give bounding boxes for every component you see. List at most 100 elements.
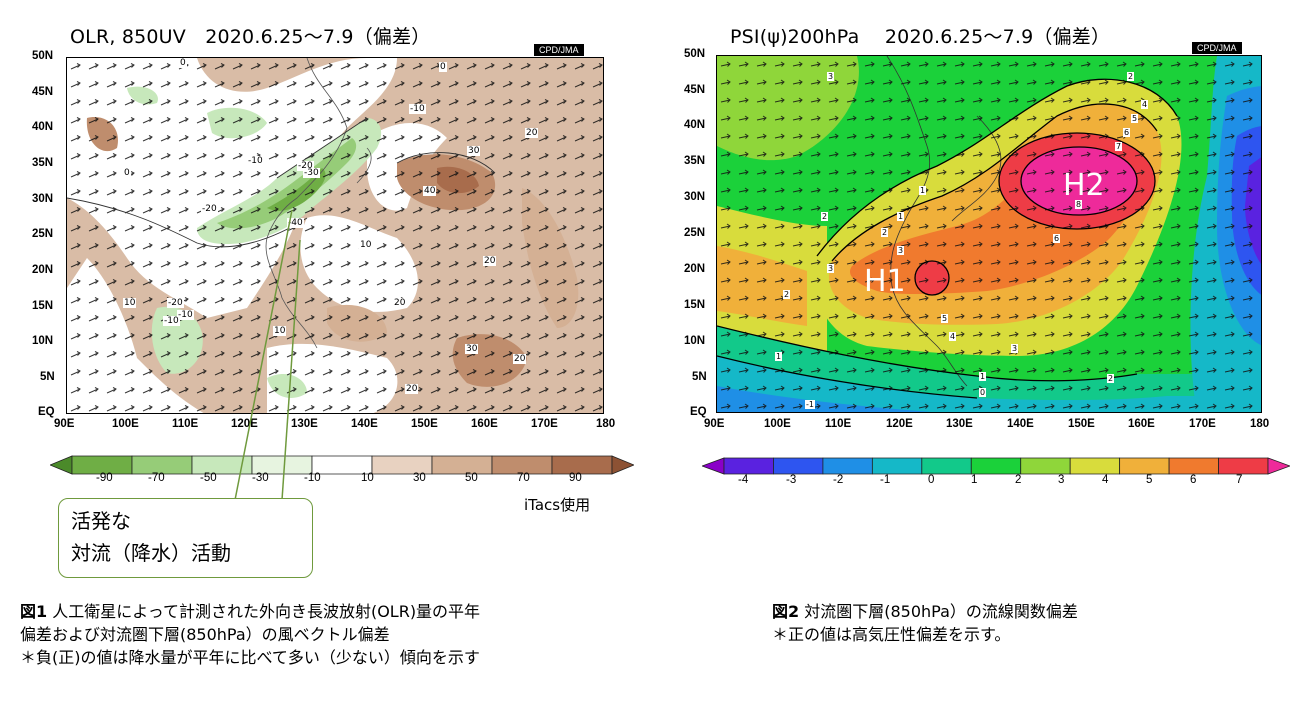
- olr-lon-label: 170E: [531, 418, 558, 430]
- high-pressure-h1-label: H1: [864, 264, 906, 299]
- olr-lat-label: 35N: [32, 157, 54, 169]
- psi-contour-label: 2: [1127, 72, 1135, 81]
- olr-contour-label: -20: [297, 161, 314, 171]
- figure2-caption-line1: 対流圏下層(850hPa）の流線関数偏差: [799, 602, 1078, 621]
- figure2-title: PSI(ψ)200hPa 2020.6.25～7.9（偏差）: [730, 26, 1111, 48]
- colorbar-segment: [1218, 457, 1269, 475]
- olr-colorbar-label: -90: [96, 472, 113, 484]
- psi-contour-label: 4: [949, 332, 957, 341]
- olr-contour-label: -10: [177, 310, 194, 320]
- olr-contour-label: 10: [123, 298, 137, 308]
- callout-line1: 活発な: [71, 509, 131, 533]
- psi-contour-label: 8: [1075, 200, 1083, 209]
- olr-contour-label: 0: [179, 58, 187, 68]
- psi-lon-label: 100E: [764, 418, 791, 430]
- psi-contour-label: -1: [805, 400, 815, 409]
- psi-lat-label: 15N: [684, 299, 706, 311]
- olr-lat-label: 50N: [32, 50, 54, 62]
- colorbar-segment: [970, 457, 1022, 475]
- olr-contour-label: 10: [359, 240, 373, 250]
- psi-lon-label: 150E: [1068, 418, 1095, 430]
- colorbar-segment: [611, 455, 634, 475]
- psi-colorbar-label: 7: [1236, 474, 1243, 486]
- olr-colorbar-label: 30: [413, 472, 426, 484]
- psi-contour-label: 2: [1107, 374, 1115, 383]
- olr-lat-label: 10N: [32, 335, 54, 347]
- psi-contour-label: 3: [827, 264, 835, 273]
- psi-colorbar-label: 0: [928, 474, 935, 486]
- psi-lat-label: 30N: [684, 191, 706, 203]
- olr-lat-label: 15N: [32, 300, 54, 312]
- colorbar-segment: [1267, 457, 1290, 475]
- psi-lon-label: 170E: [1189, 418, 1216, 430]
- olr-contour-label: -40: [287, 218, 304, 228]
- psi-lat-label: 40N: [684, 119, 706, 131]
- psi-lon-label: 180: [1250, 418, 1270, 430]
- olr-lat-label: 30N: [32, 193, 54, 205]
- olr-contour-label: -20: [201, 204, 218, 214]
- high-pressure-h2-label: H2: [1063, 168, 1105, 203]
- psi-contour-label: 6: [1123, 128, 1131, 137]
- olr-contour-label: 0: [123, 168, 131, 178]
- olr-colorbar-label: 10: [361, 472, 374, 484]
- olr-contour-label: -10: [409, 104, 426, 114]
- olr-lon-label: 150E: [411, 418, 438, 430]
- olr-colorbar-label: 70: [517, 472, 530, 484]
- psi-lat-label: 35N: [684, 155, 706, 167]
- psi-colorbar-label: -4: [738, 474, 749, 486]
- olr-contour-label: 20: [483, 256, 497, 266]
- active-convection-callout: 活発な 対流（降水）活動: [58, 498, 313, 578]
- colorbar-segment: [1020, 457, 1071, 475]
- colorbar-segment: [702, 457, 725, 475]
- psi-colorbar-label: 4: [1102, 474, 1109, 486]
- colorbar-segment: [1119, 457, 1170, 475]
- psi-colorbar-label: 6: [1190, 474, 1197, 486]
- olr-contour-label: 10: [273, 326, 287, 336]
- colorbar-segment: [822, 457, 873, 475]
- olr-colorbar-label: 90: [569, 472, 582, 484]
- olr-contour-label: 20: [513, 354, 527, 364]
- olr-anomaly-field: [67, 58, 603, 413]
- figure2-cpd-tag: CPD/JMA: [1192, 42, 1242, 54]
- psi-contour-label: 6: [1053, 234, 1061, 243]
- psi-lat-label: 10N: [684, 335, 706, 347]
- psi-lon-label: 90E: [704, 418, 725, 430]
- psi-contour-label: 2: [881, 228, 889, 237]
- olr-colorbar-label: 50: [465, 472, 478, 484]
- olr-contour-label: 30: [467, 146, 481, 156]
- psi-colorbar-label: -3: [786, 474, 797, 486]
- psi-contour-label: 3: [1011, 344, 1019, 353]
- olr-contour-label: 20: [393, 298, 407, 308]
- figure2-caption-label: 図2: [772, 602, 800, 621]
- figure1-title: OLR, 850UV 2020.6.25～7.9（偏差）: [70, 26, 431, 48]
- psi-lat-label: 20N: [684, 263, 706, 275]
- olr-colorbar-label: -70: [148, 472, 165, 484]
- olr-colorbar-label: -30: [252, 472, 269, 484]
- olr-lon-label: 180: [596, 418, 616, 430]
- figure1-caption: 図1 人工衛星によって計測された外向き長波放射(OLR)量の平年 偏差および対流…: [20, 600, 480, 669]
- callout-line2: 対流（降水）活動: [71, 541, 231, 565]
- psi-lon-label: 130E: [946, 418, 973, 430]
- olr-lat-label: 40N: [32, 121, 54, 133]
- psi-lat-label: 25N: [684, 227, 706, 239]
- olr-lat-label: 45N: [32, 86, 54, 98]
- figure1-caption-line2: 偏差および対流圏下層(850hPa）の風ベクトル偏差: [20, 625, 390, 644]
- olr-contour-label: 20: [525, 128, 539, 138]
- olr-lon-label: 140E: [351, 418, 378, 430]
- psi-lon-label: 110E: [825, 418, 852, 430]
- itacs-credit: iTacs使用: [524, 496, 591, 514]
- colorbar-segment: [1069, 457, 1121, 475]
- psi-contour-label: 4: [1141, 100, 1149, 109]
- psi-contour-label: 3: [897, 246, 905, 255]
- colorbar-segment: [1168, 457, 1219, 475]
- olr-colorbar-label: -10: [304, 472, 321, 484]
- psi-lon-label: 160E: [1128, 418, 1155, 430]
- psi-colorbar-label: 5: [1146, 474, 1153, 486]
- olr-colorbar: [50, 455, 634, 475]
- psi-contour-label: 1: [979, 372, 987, 381]
- olr-contour-label: -20: [167, 298, 184, 308]
- psi-lat-label: 5N: [692, 371, 707, 383]
- olr-lat-label: EQ: [38, 406, 55, 418]
- olr-contour-label: 0: [439, 62, 447, 72]
